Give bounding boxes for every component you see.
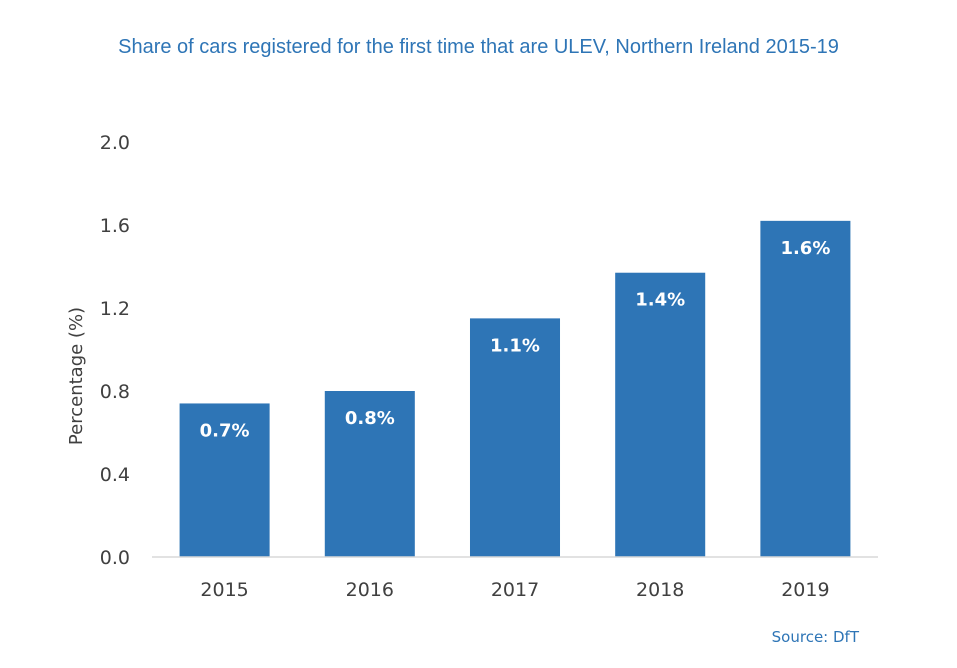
bar-2016 <box>324 391 415 557</box>
y-tick-label: 0.0 <box>100 547 130 569</box>
y-tick-label: 1.6 <box>100 215 130 237</box>
bar-2018 <box>615 272 706 557</box>
x-tick-label: 2016 <box>346 579 394 601</box>
bar-2019 <box>760 220 851 557</box>
x-tick-label: 2017 <box>491 579 539 601</box>
bars-group: 0.7% 0.8% 1.1% 1.4% 1.6% <box>179 220 851 557</box>
data-label: 1.6% <box>780 238 830 259</box>
y-tick-label: 0.8 <box>100 381 130 403</box>
x-axis-labels: 2015 2016 2017 2018 2019 <box>200 579 829 601</box>
data-label: 0.8% <box>345 408 395 429</box>
data-label: 1.4% <box>635 290 685 311</box>
bar-2015 <box>179 403 270 557</box>
x-tick-label: 2019 <box>781 579 829 601</box>
data-label: 1.1% <box>490 335 540 356</box>
y-tick-label: 0.4 <box>100 464 130 486</box>
y-axis-title: Percentage (%) <box>66 307 87 445</box>
y-tick-label: 2.0 <box>100 132 130 154</box>
y-tick-label: 1.2 <box>100 298 130 320</box>
y-axis-title-group: Percentage (%) <box>66 307 87 445</box>
data-label: 0.7% <box>200 420 250 441</box>
x-tick-label: 2018 <box>636 579 684 601</box>
y-axis-ticks: 0.0 0.4 0.8 1.2 1.6 2.0 <box>100 132 130 569</box>
chart-title: Share of cars registered for the first t… <box>118 36 839 58</box>
source-note: Source: DfT <box>771 628 859 646</box>
x-tick-label: 2015 <box>200 579 248 601</box>
bar-2017 <box>469 318 561 557</box>
